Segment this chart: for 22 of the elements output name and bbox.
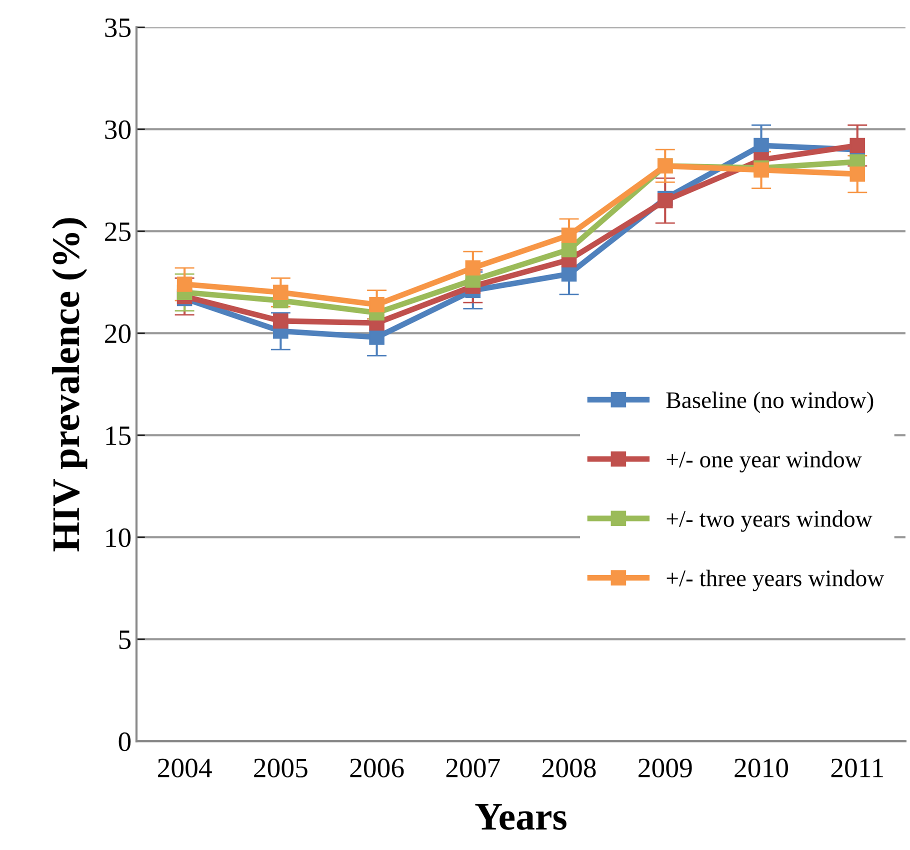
- y-tick-label: 15: [106, 426, 131, 446]
- y-tick-label: 0: [118, 732, 131, 752]
- x-tick-label: 2007: [446, 758, 500, 778]
- x-tick-label: 2009: [638, 758, 692, 778]
- legend-label: +/- three years window: [666, 570, 884, 592]
- x-tick-label: 2006: [350, 758, 404, 778]
- y-tick-label: 10: [106, 528, 131, 548]
- y-tick-label: 25: [105, 222, 131, 242]
- legend-label: +/- one year window: [666, 450, 862, 472]
- y-tick-label: 35: [105, 18, 131, 38]
- x-tick-label: 2005: [254, 758, 308, 778]
- y-axis-title: HIV prevalence (%): [52, 218, 88, 552]
- legend-label: Baseline (no window): [666, 392, 874, 413]
- y-tick-label: 5: [119, 630, 131, 650]
- y-tick-label: 20: [105, 324, 131, 344]
- x-axis-title: Years: [475, 804, 566, 830]
- x-tick-label: 2004: [158, 758, 212, 778]
- legend-label: +/- two years window: [666, 510, 872, 532]
- x-tick-label: 2008: [542, 758, 596, 778]
- x-tick-label: 2010: [734, 758, 788, 778]
- y-tick-label: 30: [105, 120, 131, 140]
- x-tick-label: 2011: [831, 758, 883, 778]
